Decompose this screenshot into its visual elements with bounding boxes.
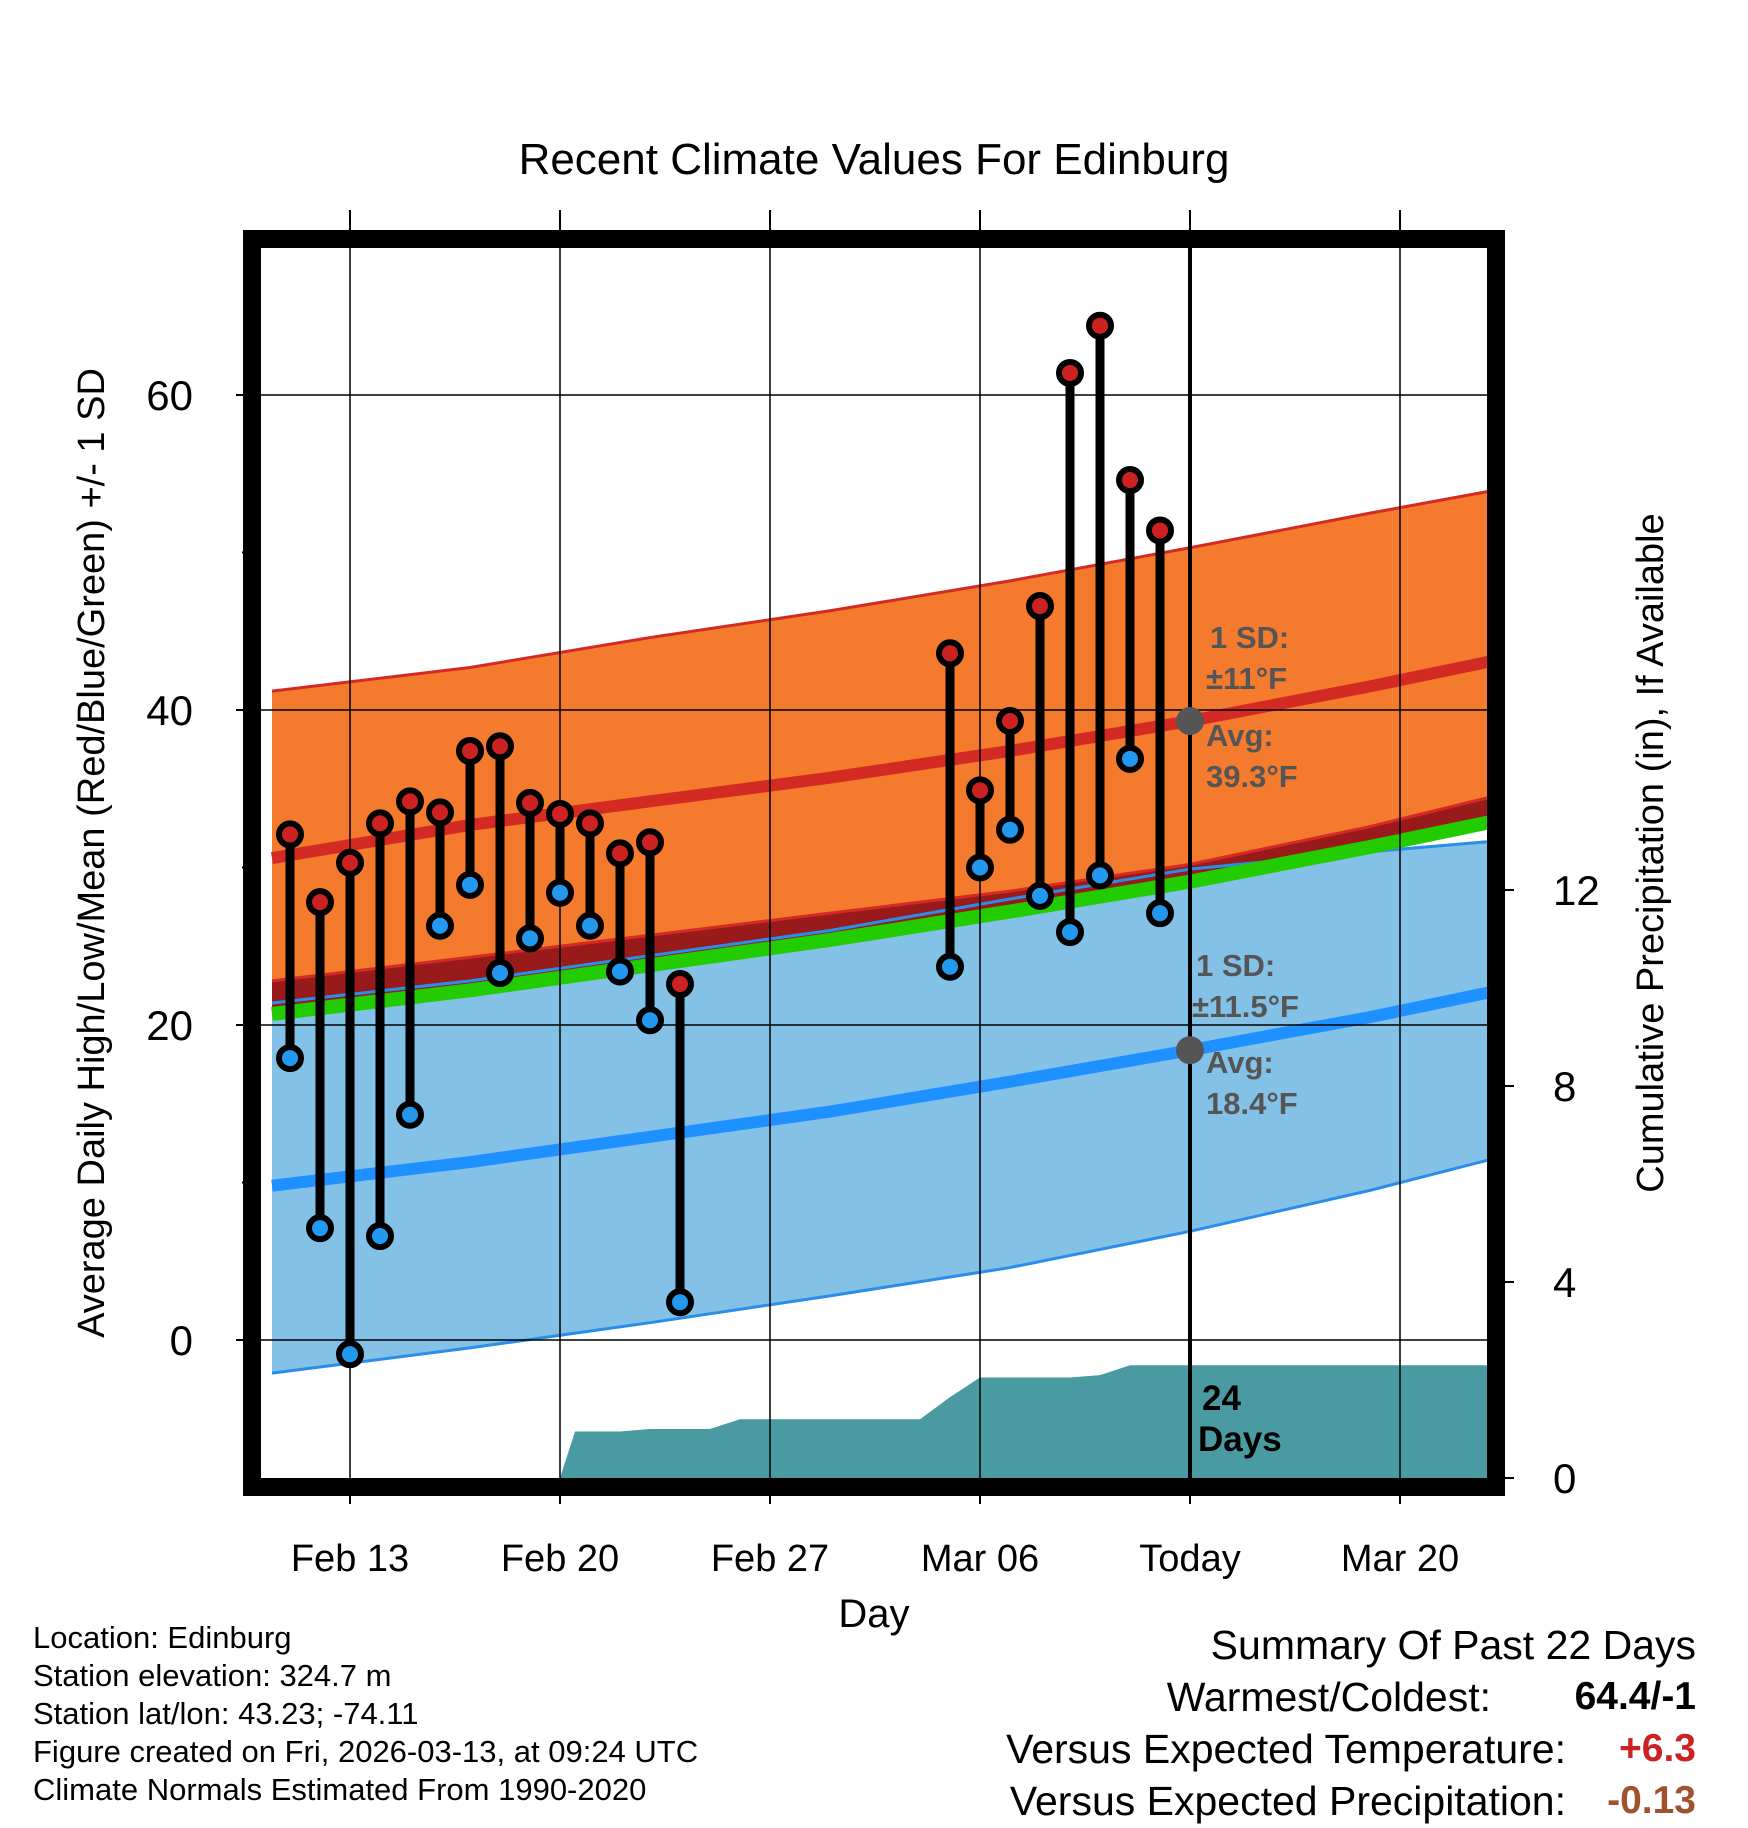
low-lower-sd-line	[271, 1158, 1487, 1375]
daily-low-point	[576, 911, 604, 940]
daily-high-point	[366, 809, 394, 838]
high-upper-sd-line	[271, 490, 1487, 693]
info-location: Location: Edinburg	[33, 1620, 292, 1655]
daily-high-point	[996, 707, 1024, 736]
daily-high-point	[516, 788, 544, 817]
high-avg-label: Avg:	[1206, 718, 1274, 753]
daily-high-point	[426, 798, 454, 827]
daily-high-point	[936, 639, 964, 668]
low-sd-value: ±11.5°F	[1192, 989, 1299, 1024]
days-word-label: Days	[1198, 1420, 1282, 1459]
low-sd-label: 1 SD:	[1196, 948, 1275, 983]
daily-low-point	[366, 1222, 394, 1251]
daily-low-point	[1086, 861, 1114, 890]
daily-low-point	[606, 957, 634, 986]
daily-high-point	[606, 839, 634, 868]
daily-high-point	[666, 970, 694, 999]
x-tick-label: Mar 06	[921, 1538, 1039, 1580]
high-sd-label: 1 SD:	[1210, 620, 1289, 655]
low-normal-line	[271, 986, 1487, 1192]
daily-low-point	[456, 870, 484, 899]
y2-tick-label: 4	[1553, 1259, 1576, 1306]
y-tick-label: 60	[146, 372, 193, 419]
x-tick-label: Mar 20	[1341, 1538, 1459, 1580]
info-normals: Climate Normals Estimated From 1990-2020	[33, 1772, 647, 1807]
daily-low-point	[396, 1100, 424, 1129]
y2-tick-label: 12	[1553, 867, 1600, 914]
daily-high-point	[546, 799, 574, 828]
daily-high-point	[336, 848, 364, 877]
low-avg-marker	[1176, 1036, 1204, 1065]
summary-title: Summary Of Past 22 Days	[1210, 1622, 1696, 1668]
daily-low-point	[306, 1214, 334, 1243]
x-tick-label: Feb 27	[711, 1538, 829, 1580]
daily-high-point	[1026, 592, 1054, 621]
high-avg-value: 39.3°F	[1206, 759, 1298, 794]
precip-vs-expected-label: Versus Expected Precipitation:	[1009, 1778, 1566, 1824]
daily-low-point	[276, 1044, 304, 1073]
x-tick-label: Feb 20	[501, 1538, 619, 1580]
daily-high-point	[1056, 358, 1084, 387]
low-avg-value: 18.4°F	[1206, 1086, 1298, 1121]
x-tick-label: Feb 13	[291, 1538, 409, 1580]
daily-low-point	[1056, 918, 1084, 947]
daily-low-point	[1116, 744, 1144, 773]
info-created: Figure created on Fri, 2026-03-13, at 09…	[33, 1734, 699, 1769]
y2-axis-label: Cumulative Precipitation (in), If Availa…	[1630, 513, 1672, 1192]
daily-low-point	[486, 959, 514, 988]
daily-low-point	[966, 853, 994, 882]
band-overlap	[272, 797, 1487, 1014]
daily-high-point	[1146, 516, 1174, 545]
daily-low-point	[546, 878, 574, 907]
daily-high-point	[396, 787, 424, 816]
daily-low-point	[426, 911, 454, 940]
daily-low-point	[1026, 881, 1054, 910]
daily-high-point	[306, 888, 334, 917]
days-count-label: 24	[1202, 1379, 1241, 1418]
y-tick-label: 0	[170, 1317, 193, 1364]
high-avg-marker	[1176, 707, 1204, 736]
plot-frame	[243, 230, 1505, 1496]
daily-high-point	[1116, 466, 1144, 495]
daily-low-point	[666, 1288, 694, 1317]
daily-high-point	[276, 820, 304, 849]
y2-tick-label: 0	[1553, 1455, 1576, 1502]
x-tick-label: Today	[1139, 1538, 1240, 1580]
daily-high-point	[1086, 311, 1114, 340]
y-tick-label: 20	[146, 1002, 193, 1049]
daily-low-point	[1146, 899, 1174, 928]
y2-tick-label: 8	[1553, 1063, 1576, 1110]
daily-high-point	[966, 776, 994, 805]
plot-area	[261, 248, 1487, 1478]
daily-low-point	[336, 1340, 364, 1369]
high-sd-value: ±11°F	[1206, 661, 1287, 696]
y-tick-label: 40	[146, 687, 193, 734]
daily-low-point	[996, 815, 1024, 844]
daily-high-point	[456, 736, 484, 765]
high-sd-band	[272, 491, 1487, 981]
chart-title: Recent Climate Values For Edinburg	[519, 135, 1230, 184]
x-axis-label: Day	[838, 1592, 909, 1636]
precip-area	[261, 1365, 1487, 1478]
info-elevation: Station elevation: 324.7 m	[33, 1658, 392, 1693]
daily-low-point	[936, 952, 964, 981]
daily-high-point	[486, 732, 514, 761]
daily-low-point	[636, 1006, 664, 1035]
warmest-coldest-value: 64.4/-1	[1574, 1675, 1696, 1718]
info-latlon: Station lat/lon: 43.23; -74.11	[33, 1696, 419, 1731]
temp-vs-expected-value: +6.3	[1619, 1727, 1696, 1770]
daily-high-point	[636, 828, 664, 857]
daily-high-point	[576, 809, 604, 838]
daily-low-point	[516, 924, 544, 953]
temp-vs-expected-label: Versus Expected Temperature:	[1006, 1726, 1566, 1772]
warmest-coldest-label: Warmest/Coldest:	[1166, 1674, 1491, 1720]
low-avg-label: Avg:	[1206, 1045, 1274, 1080]
precip-vs-expected-value: -0.13	[1607, 1779, 1696, 1822]
y-axis-label: Average Daily High/Low/Mean (Red/Blue/Gr…	[71, 368, 113, 1338]
